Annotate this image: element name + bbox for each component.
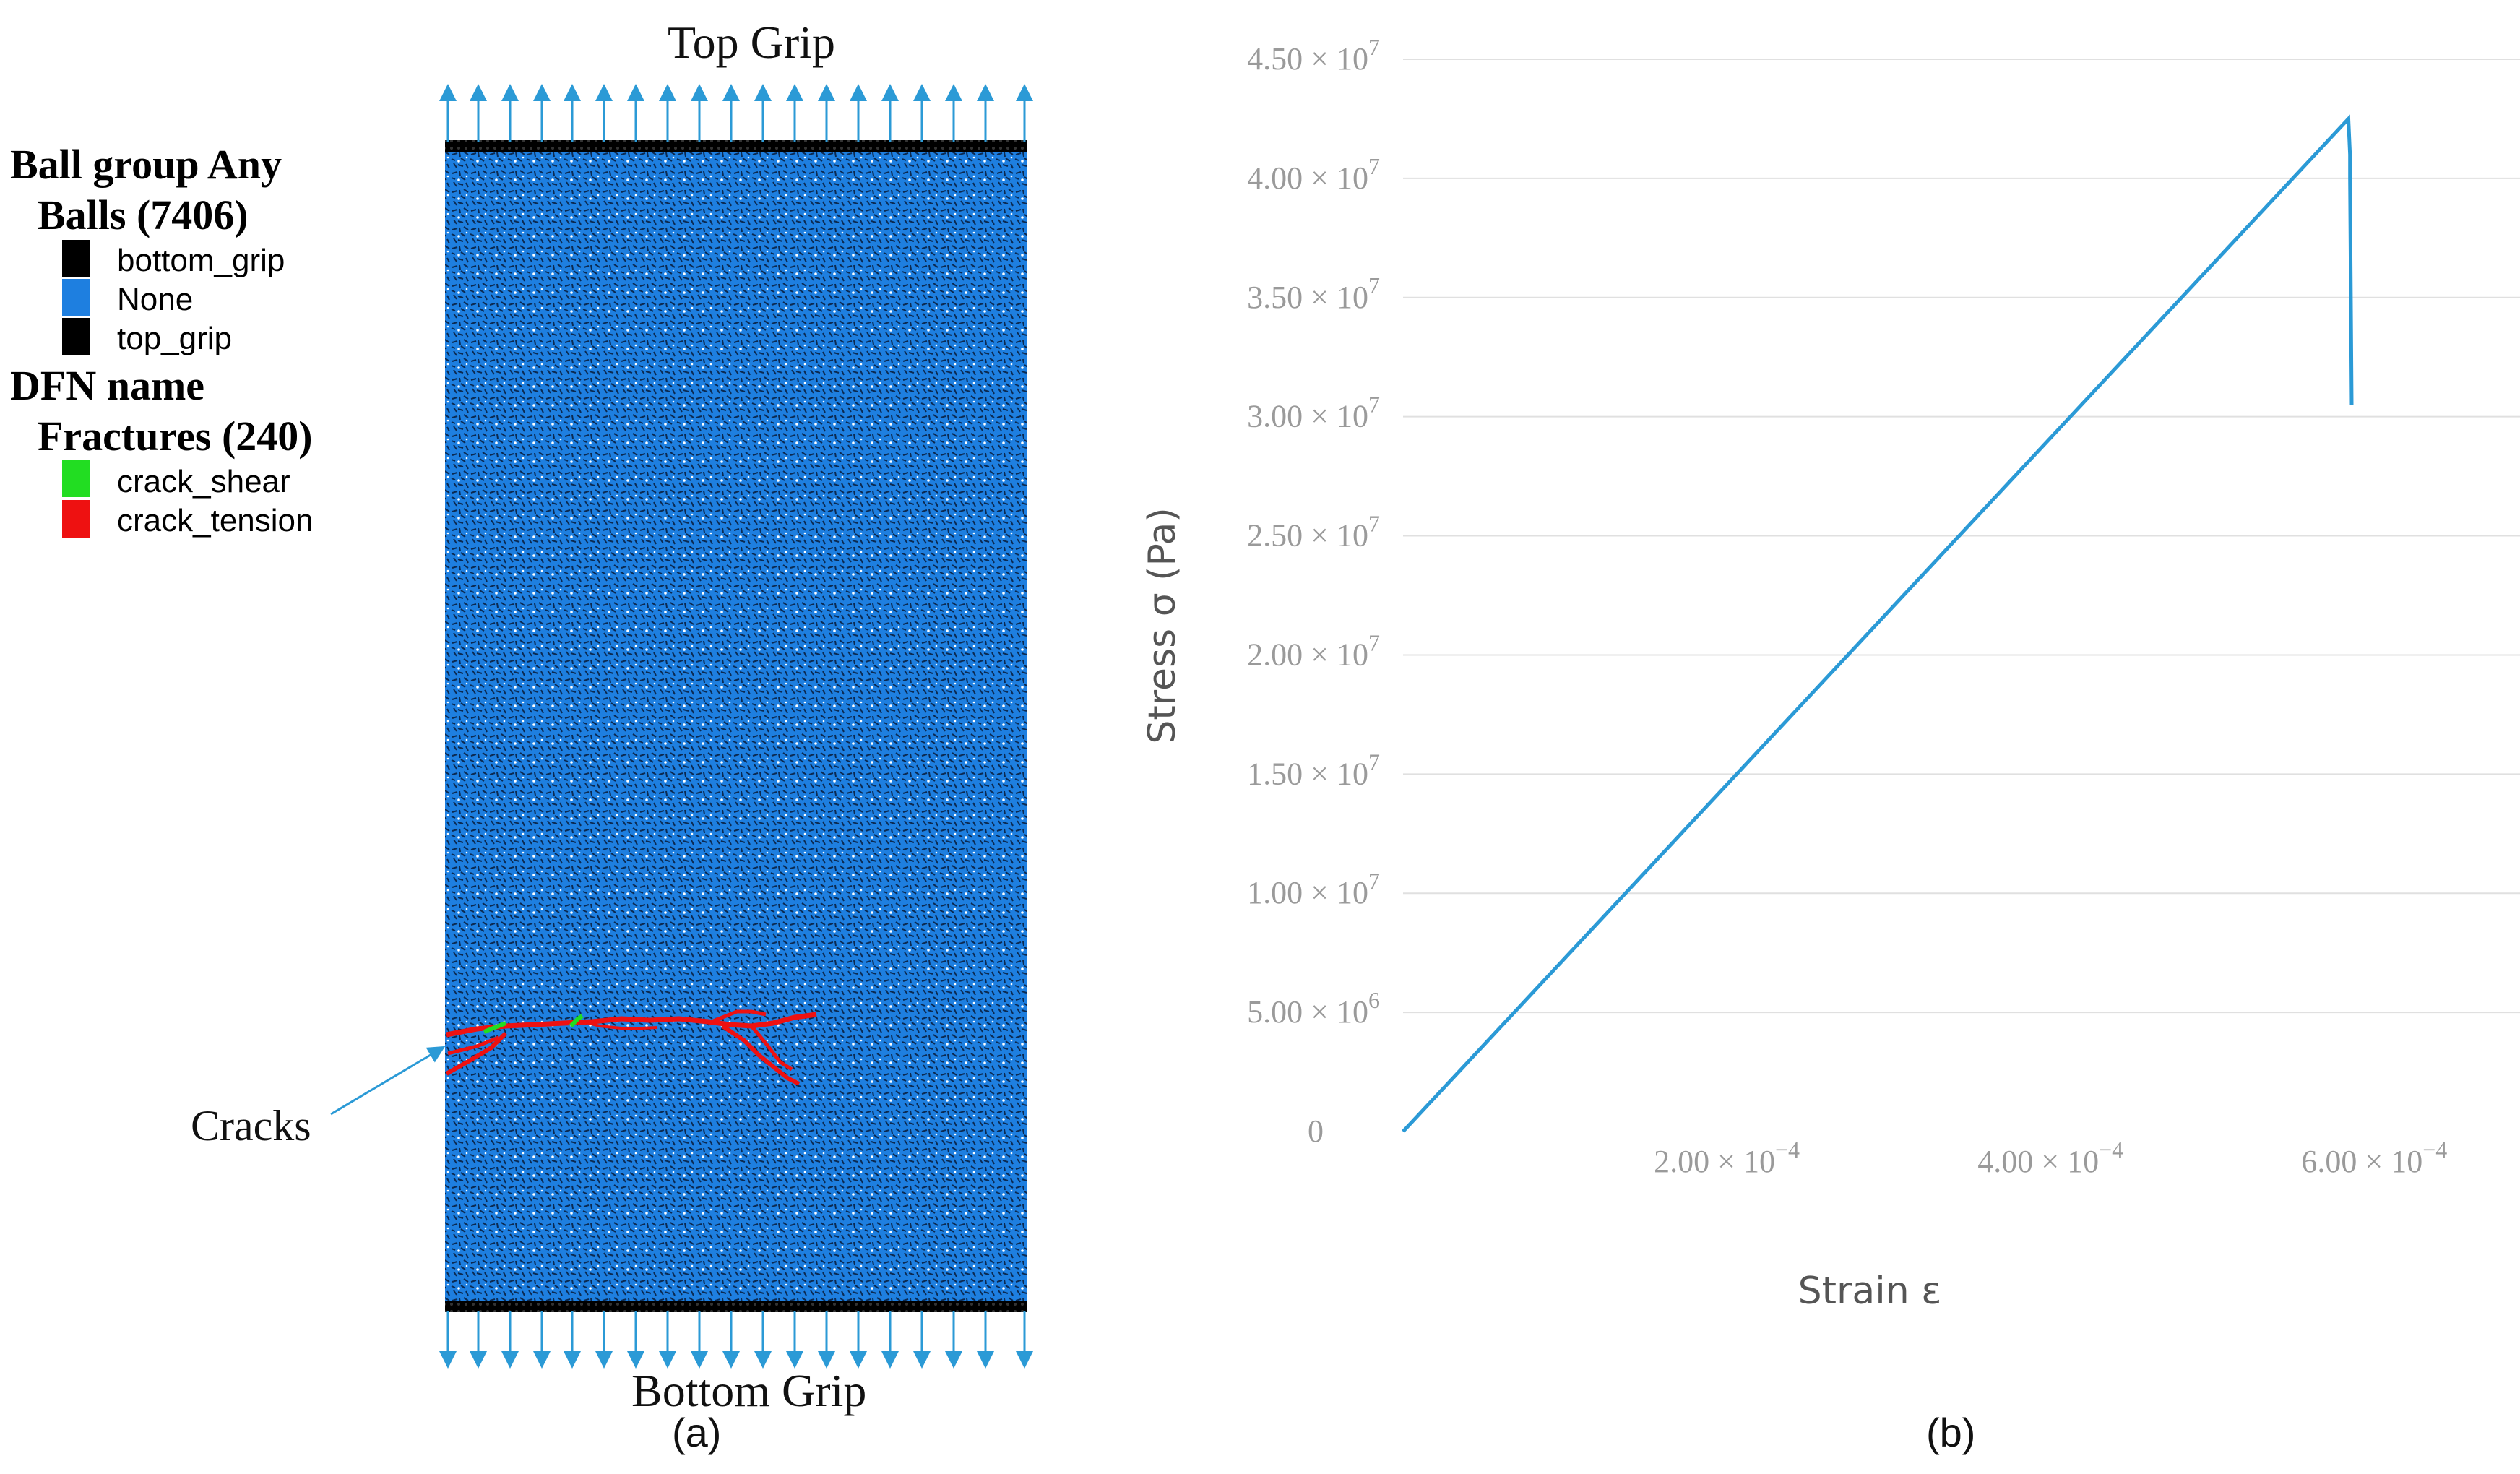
- x-axis-label: Strain ε: [1798, 1270, 1942, 1313]
- top-grip-arrows: [439, 84, 1033, 142]
- legend-dfn-heading: DFN name: [10, 362, 205, 409]
- x-tick-label: 6.00 × 10−4: [2301, 1137, 2447, 1179]
- legend-swatch-crack-tension: [62, 500, 90, 538]
- y-tick-label: 1.50 × 107: [1247, 749, 1380, 791]
- top-grip-label: Top Grip: [668, 17, 835, 68]
- y-tick-label: 3.50 × 107: [1247, 272, 1380, 315]
- x-tick-label: 4.00 × 10−4: [1977, 1137, 2123, 1179]
- stress-strain-line: [1402, 114, 2354, 1133]
- y-tick-label: 4.00 × 107: [1247, 153, 1380, 196]
- legend-swatch-bottom-grip: [62, 240, 90, 277]
- y-tick-label: 4.50 × 107: [1247, 34, 1380, 77]
- legend-item-none: None: [117, 282, 194, 317]
- panel-a-sublabel: (a): [672, 1410, 722, 1455]
- legend-swatch-crack-shear: [62, 460, 90, 497]
- cracks-pointer-arrow: [330, 1046, 446, 1116]
- x-tick-labels: 2.00 × 10−4 4.00 × 10−4 6.00 × 10−4: [1654, 1137, 2447, 1179]
- specimen-panel: Top Grip Bottom Grip (a) Cracks Ball gro…: [0, 0, 1069, 1474]
- bottom-grip-band: [445, 1301, 1027, 1312]
- y-tick-label: 3.00 × 107: [1247, 392, 1380, 434]
- bottom-grip-label: Bottom Grip: [631, 1365, 867, 1416]
- legend-balls-count: Balls (7406): [38, 191, 249, 238]
- legend-swatch-none: [62, 279, 90, 316]
- stress-strain-panel: 0 5.00 × 106 1.00 × 107 1.50 × 107 2.00 × 10…: [1069, 0, 2520, 1474]
- gridlines: [1403, 59, 2520, 1014]
- top-grip-band: [445, 140, 1027, 152]
- legend-item-crack-shear: crack_shear: [117, 464, 290, 499]
- stress-strain-chart: 0 5.00 × 106 1.00 × 107 1.50 × 107 2.00 × 10…: [1141, 34, 2520, 1313]
- y-tick-label: 2.00 × 107: [1247, 629, 1380, 672]
- y-tick-label: 5.00 × 106: [1247, 987, 1380, 1030]
- legend-fractures-count: Fractures (240): [38, 413, 313, 460]
- legend-item-top-grip: top_grip: [117, 321, 233, 356]
- specimen-drawing: [330, 84, 1033, 1369]
- legend-ball-group-heading: Ball group Any: [10, 141, 282, 188]
- y-tick-label: 0: [1308, 1113, 1324, 1149]
- y-tick-label: 1.00 × 107: [1247, 868, 1380, 910]
- crack-path: [445, 1009, 817, 1086]
- panel-b-sublabel: (b): [1926, 1410, 1976, 1455]
- specimen-body: [445, 142, 1027, 1312]
- y-axis-label: Stress σ (Pa): [1141, 507, 1184, 744]
- legend-swatch-top-grip: [62, 318, 90, 355]
- y-tick-labels: 0 5.00 × 106 1.00 × 107 1.50 × 107 2.00 × 10…: [1247, 34, 1380, 1149]
- cracks-label: Cracks: [191, 1102, 311, 1150]
- x-tick-label: 2.00 × 10−4: [1654, 1137, 1800, 1179]
- legend-item-bottom-grip: bottom_grip: [117, 243, 285, 278]
- bottom-grip-arrows: [439, 1311, 1033, 1369]
- legend-item-crack-tension: crack_tension: [117, 503, 314, 538]
- y-tick-label: 2.50 × 107: [1247, 511, 1380, 553]
